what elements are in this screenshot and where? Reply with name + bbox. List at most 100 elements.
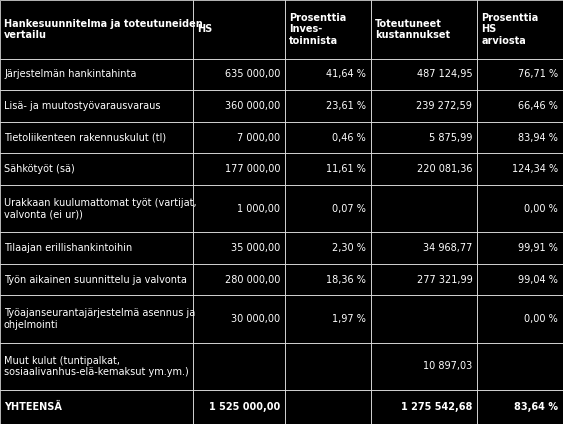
Bar: [371, 343, 477, 390]
Bar: [193, 185, 285, 232]
Text: 1 275 542,68: 1 275 542,68: [401, 402, 472, 412]
Bar: [285, 232, 371, 264]
Text: 177 000,00: 177 000,00: [225, 164, 280, 174]
Bar: [0, 264, 193, 296]
Bar: [477, 90, 563, 122]
Text: 41,64 %: 41,64 %: [326, 70, 366, 79]
Text: Urakkaan kuulumattomat työt (vartijat,
valvonta (ei ur)): Urakkaan kuulumattomat työt (vartijat, v…: [4, 198, 196, 219]
Bar: [477, 296, 563, 343]
Text: Tietoliikenteen rakennuskulut (tl): Tietoliikenteen rakennuskulut (tl): [4, 133, 166, 142]
Text: Prosenttia
Inves-
toinnista: Prosenttia Inves- toinnista: [289, 13, 346, 46]
Text: 280 000,00: 280 000,00: [225, 275, 280, 285]
Text: 487 124,95: 487 124,95: [417, 70, 472, 79]
Text: Järjestelmän hankintahinta: Järjestelmän hankintahinta: [4, 70, 136, 79]
Bar: [285, 185, 371, 232]
Text: 277 321,99: 277 321,99: [417, 275, 472, 285]
Bar: [371, 59, 477, 90]
Bar: [193, 296, 285, 343]
Text: 30 000,00: 30 000,00: [231, 314, 280, 324]
Text: HS: HS: [197, 24, 212, 34]
Bar: [0, 390, 193, 424]
Bar: [0, 185, 193, 232]
Bar: [477, 343, 563, 390]
Bar: [371, 296, 477, 343]
Bar: [285, 122, 371, 153]
Bar: [193, 153, 285, 185]
Text: 1 000,00: 1 000,00: [237, 204, 280, 214]
Text: 66,46 %: 66,46 %: [518, 101, 558, 111]
Bar: [0, 0, 193, 59]
Bar: [0, 343, 193, 390]
Bar: [477, 153, 563, 185]
Bar: [371, 153, 477, 185]
Bar: [477, 122, 563, 153]
Bar: [477, 232, 563, 264]
Text: Toteutuneet
kustannukset: Toteutuneet kustannukset: [375, 19, 450, 40]
Bar: [477, 59, 563, 90]
Bar: [285, 153, 371, 185]
Text: Sähkötyöt (sä): Sähkötyöt (sä): [4, 164, 75, 174]
Bar: [477, 390, 563, 424]
Text: 2,30 %: 2,30 %: [332, 243, 366, 253]
Bar: [285, 0, 371, 59]
Text: 76,71 %: 76,71 %: [518, 70, 558, 79]
Bar: [0, 59, 193, 90]
Bar: [193, 122, 285, 153]
Bar: [371, 90, 477, 122]
Bar: [0, 232, 193, 264]
Bar: [285, 90, 371, 122]
Text: 83,94 %: 83,94 %: [518, 133, 558, 142]
Text: 10 897,03: 10 897,03: [423, 362, 472, 371]
Bar: [0, 296, 193, 343]
Text: 7 000,00: 7 000,00: [237, 133, 280, 142]
Text: 1 525 000,00: 1 525 000,00: [209, 402, 280, 412]
Text: Prosenttia
HS
arviosta: Prosenttia HS arviosta: [481, 13, 539, 46]
Bar: [371, 232, 477, 264]
Bar: [193, 59, 285, 90]
Text: 35 000,00: 35 000,00: [231, 243, 280, 253]
Text: 5 875,99: 5 875,99: [429, 133, 472, 142]
Bar: [193, 343, 285, 390]
Bar: [285, 343, 371, 390]
Bar: [477, 185, 563, 232]
Bar: [193, 232, 285, 264]
Bar: [285, 264, 371, 296]
Text: Työajanseurantajärjestelmä asennus ja
ohjelmointi: Työajanseurantajärjestelmä asennus ja oh…: [4, 308, 195, 330]
Text: 23,61 %: 23,61 %: [326, 101, 366, 111]
Bar: [0, 122, 193, 153]
Text: 0,07 %: 0,07 %: [332, 204, 366, 214]
Text: 34 968,77: 34 968,77: [423, 243, 472, 253]
Bar: [371, 185, 477, 232]
Bar: [193, 390, 285, 424]
Bar: [193, 0, 285, 59]
Bar: [477, 264, 563, 296]
Bar: [371, 122, 477, 153]
Text: 1,97 %: 1,97 %: [332, 314, 366, 324]
Text: 124,34 %: 124,34 %: [512, 164, 558, 174]
Text: 0,46 %: 0,46 %: [332, 133, 366, 142]
Bar: [371, 0, 477, 59]
Bar: [193, 90, 285, 122]
Text: 220 081,36: 220 081,36: [417, 164, 472, 174]
Text: Muut kulut (tuntipalkat,
sosiaalivanhus­elä­kemaksut ym.ym.): Muut kulut (tuntipalkat, sosiaalivanhus­…: [4, 356, 189, 377]
Bar: [285, 59, 371, 90]
Text: 83,64 %: 83,64 %: [514, 402, 558, 412]
Bar: [193, 264, 285, 296]
Bar: [371, 390, 477, 424]
Bar: [285, 390, 371, 424]
Text: 0,00 %: 0,00 %: [524, 314, 558, 324]
Text: Työn aikainen suunnittelu ja valvonta: Työn aikainen suunnittelu ja valvonta: [4, 275, 187, 285]
Text: 360 000,00: 360 000,00: [225, 101, 280, 111]
Text: 11,61 %: 11,61 %: [326, 164, 366, 174]
Text: 635 000,00: 635 000,00: [225, 70, 280, 79]
Text: Lisä- ja muutostyövarausvaraus: Lisä- ja muutostyövarausvaraus: [4, 101, 160, 111]
Text: YHTEENSÄ: YHTEENSÄ: [4, 402, 62, 412]
Text: 18,36 %: 18,36 %: [326, 275, 366, 285]
Text: Hankesuunnitelma ja toteutuneiden
vertailu: Hankesuunnitelma ja toteutuneiden vertai…: [4, 19, 203, 40]
Bar: [0, 90, 193, 122]
Text: 99,91 %: 99,91 %: [518, 243, 558, 253]
Text: 239 272,59: 239 272,59: [417, 101, 472, 111]
Text: 99,04 %: 99,04 %: [518, 275, 558, 285]
Bar: [371, 264, 477, 296]
Bar: [0, 153, 193, 185]
